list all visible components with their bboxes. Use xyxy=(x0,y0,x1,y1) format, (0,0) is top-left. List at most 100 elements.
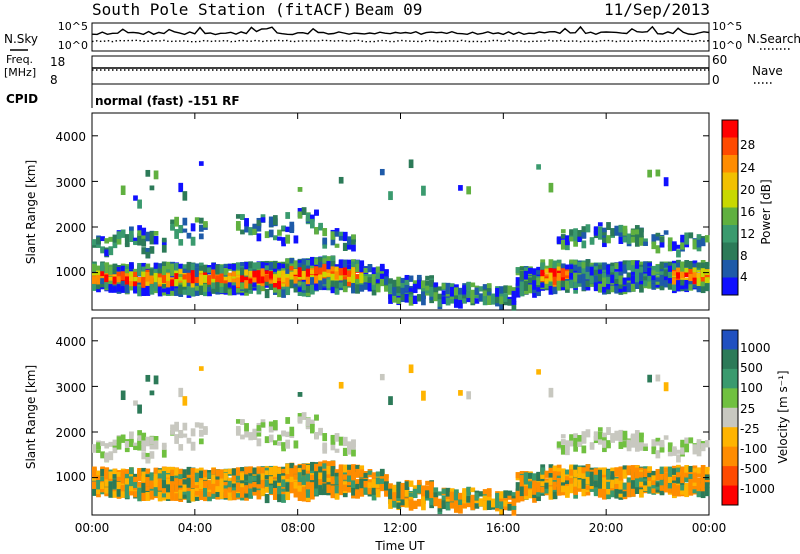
power-cell xyxy=(256,262,262,269)
velocity-cell xyxy=(577,470,583,479)
velocity-cell xyxy=(129,476,134,484)
velocity-cell xyxy=(655,441,661,446)
power-cell xyxy=(458,299,463,309)
power-cell xyxy=(511,290,517,296)
velocity-cell xyxy=(281,442,286,452)
power-cell xyxy=(614,285,620,294)
power-cell xyxy=(264,274,270,282)
power-cell xyxy=(634,229,640,235)
velocity-cell xyxy=(235,467,241,475)
velocity-cell xyxy=(630,434,636,441)
power-cell xyxy=(310,267,315,273)
velocity-cell xyxy=(684,443,690,450)
velocity-cell xyxy=(688,483,694,492)
xtick-1200: 12:00 xyxy=(383,521,418,535)
xtick-0000-start: 00:00 xyxy=(75,521,110,535)
velocity-cell xyxy=(671,483,677,493)
velocity-cell xyxy=(277,486,282,496)
power-cell xyxy=(470,282,476,288)
velocity-cell xyxy=(104,454,110,462)
power-cell xyxy=(174,216,179,227)
x-axis-ticks xyxy=(91,113,710,515)
power-cell xyxy=(244,269,249,276)
velocity-cell xyxy=(256,490,262,500)
power-cell xyxy=(182,217,188,226)
velocity-cell xyxy=(215,477,221,484)
power-cell xyxy=(334,285,340,295)
power-cell xyxy=(120,185,126,196)
velocity-cell xyxy=(256,480,262,489)
velocity-cell xyxy=(396,481,402,492)
velocity-cbar-tick-25: 25 xyxy=(740,402,755,416)
power-cell xyxy=(277,289,282,298)
velocity-cell xyxy=(268,426,274,433)
velocity-cell xyxy=(639,477,644,482)
cpid-label: CPID xyxy=(6,92,38,106)
velocity-cell xyxy=(293,465,299,474)
power-cell xyxy=(363,283,369,290)
power-cell xyxy=(342,231,348,242)
power-cell xyxy=(338,231,344,236)
velocity-cell xyxy=(704,487,710,497)
velocity-cell xyxy=(277,475,282,483)
power-cell xyxy=(355,278,360,285)
power-cell xyxy=(133,240,138,246)
power-cell xyxy=(355,274,360,280)
velocity-cell xyxy=(437,501,443,509)
power-cell xyxy=(301,281,307,291)
power-cell xyxy=(104,249,110,257)
velocity-cell xyxy=(153,375,159,385)
velocity-cell xyxy=(215,491,221,497)
nsearch-tick-top: 10^5 xyxy=(712,20,742,33)
velocity-cell xyxy=(133,476,138,483)
velocity-cell xyxy=(268,486,274,495)
power-cell xyxy=(100,281,105,288)
velocity-cell xyxy=(305,473,311,482)
power-cell xyxy=(198,265,204,271)
velocity-cell xyxy=(137,404,142,414)
nsky-tick-top: 10^5 xyxy=(58,20,88,33)
station-title: South Pole Station (fitACF) xyxy=(92,0,352,19)
velocity-cell xyxy=(281,472,286,478)
power-cell xyxy=(289,221,295,232)
power-cell xyxy=(293,260,299,269)
nsearch-trace xyxy=(91,39,710,43)
power-cell xyxy=(462,285,467,295)
power-cell xyxy=(388,191,393,201)
power-cell xyxy=(684,271,690,278)
velocity-cell xyxy=(606,478,611,483)
velocity-cell xyxy=(207,480,212,490)
velocity-cell xyxy=(639,489,644,498)
velocity-cell xyxy=(145,468,151,478)
velocity-cell xyxy=(606,481,611,489)
power-cell xyxy=(297,211,303,219)
power-cell xyxy=(322,278,328,285)
power-cell xyxy=(482,290,488,296)
power-cell xyxy=(170,267,175,277)
velocity-cell xyxy=(223,488,229,499)
power-cell xyxy=(663,230,669,235)
power-cell xyxy=(676,262,681,268)
velocity-cell xyxy=(129,431,134,436)
velocity-cell xyxy=(297,492,303,497)
velocity-cell xyxy=(174,468,179,476)
velocity-cell xyxy=(540,487,546,493)
velocity-cell xyxy=(264,493,270,504)
power-cell xyxy=(482,284,488,290)
velocity-cell xyxy=(671,468,677,475)
velocity-cell xyxy=(227,490,233,501)
power-cell xyxy=(688,268,694,275)
velocity-cell xyxy=(647,472,653,478)
power-cell xyxy=(310,269,315,274)
velocity-cell xyxy=(655,469,661,477)
power-cell xyxy=(161,266,167,276)
velocity-cell xyxy=(194,490,200,496)
velocity-cell xyxy=(120,491,126,498)
power-colorbar-frame xyxy=(721,119,739,296)
power-cell xyxy=(630,275,636,284)
velocity-cell xyxy=(643,475,648,482)
velocity-cell xyxy=(355,468,360,478)
velocity-cell xyxy=(437,491,443,496)
velocity-cell xyxy=(248,483,254,489)
velocity-cell xyxy=(161,480,167,489)
